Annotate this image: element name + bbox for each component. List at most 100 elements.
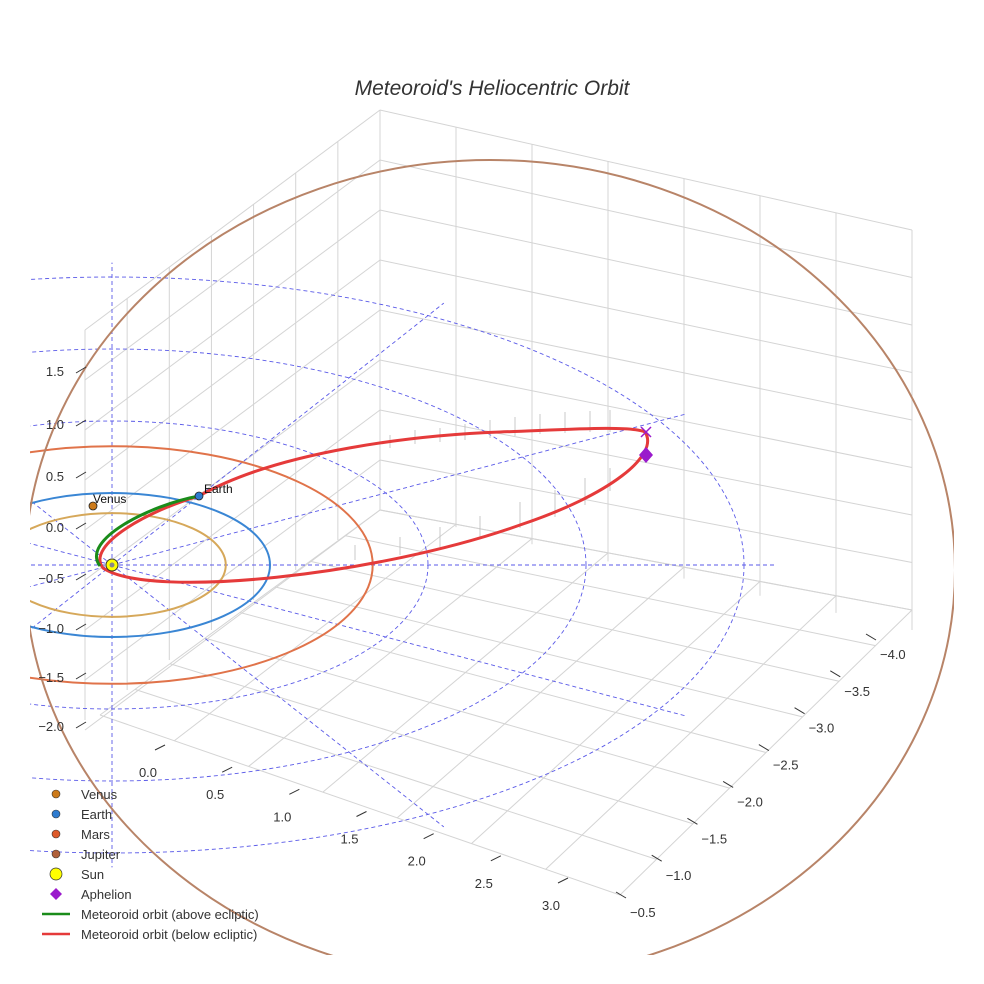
tick-mark xyxy=(615,891,627,899)
left-tick-label: −0.5 xyxy=(38,571,64,586)
legend-label: Meteoroid orbit (above ecliptic) xyxy=(81,907,259,922)
legend-swatch xyxy=(51,789,61,799)
grid-line xyxy=(99,714,621,896)
meteoroid-orbit-below xyxy=(98,426,650,584)
venus-marker xyxy=(88,501,98,511)
body-markers: Venus Earth xyxy=(88,426,653,572)
left-tick-label: −1.5 xyxy=(38,670,64,685)
planet-orbits xyxy=(30,159,954,955)
reference-radial xyxy=(111,564,445,828)
right-tick-label: −1.5 xyxy=(701,831,727,846)
legend-label: Earth xyxy=(81,807,112,822)
earth-orbit xyxy=(30,492,271,638)
front-tick-label: 2.5 xyxy=(475,876,493,891)
front-tick-label: 0.0 xyxy=(139,765,157,780)
legend-label: Aphelion xyxy=(81,887,132,902)
grid-line xyxy=(344,535,876,647)
grid-line xyxy=(274,586,803,718)
tick-mark xyxy=(154,744,166,751)
grid-line xyxy=(309,560,840,682)
legend: Venus Earth Mars Jupiter Sun Aphelion Meteoroi… xyxy=(42,787,259,942)
front-tick-label: 2.0 xyxy=(408,854,426,869)
tick-mark xyxy=(722,780,734,788)
legend-label: Meteoroid orbit (below ecliptic) xyxy=(81,927,257,942)
reference-radial xyxy=(111,413,687,566)
reference-radial xyxy=(30,564,113,588)
tick-mark xyxy=(221,766,233,773)
grid-line xyxy=(84,159,381,381)
legend-swatch xyxy=(51,829,61,839)
grid-line xyxy=(379,259,913,373)
earth-marker xyxy=(194,491,204,501)
tick-mark xyxy=(651,854,662,862)
front-tick-label: 1.0 xyxy=(273,809,291,824)
reference-grid xyxy=(30,262,776,868)
grid-line xyxy=(379,109,913,231)
right-tick-label: −0.5 xyxy=(630,905,656,920)
tick-mark xyxy=(490,855,502,862)
legend-swatch xyxy=(51,809,61,819)
tick-mark xyxy=(830,670,841,678)
meteoroid-orbit-above xyxy=(95,494,200,567)
right-tick-label: −2.0 xyxy=(737,794,763,809)
tick-mark xyxy=(75,419,87,427)
grid-line xyxy=(84,259,381,481)
tick-mark xyxy=(75,672,87,680)
grid-line xyxy=(379,309,913,421)
venus-orbit xyxy=(30,512,227,618)
left-tick-label: 0.0 xyxy=(46,520,64,535)
front-axis-ticks: 0.0 0.5 1.0 1.5 2.0 2.5 3.0 xyxy=(139,744,569,913)
grid-line xyxy=(84,109,381,331)
legend-swatch xyxy=(50,888,62,900)
front-tick-label: 0.5 xyxy=(206,787,224,802)
right-tick-label: −2.5 xyxy=(773,758,799,773)
tick-mark xyxy=(758,744,770,752)
grid-line xyxy=(84,509,381,731)
tick-mark xyxy=(75,522,87,530)
grid-line xyxy=(84,359,381,581)
legend-swatch xyxy=(49,867,63,881)
sun-core xyxy=(109,562,115,568)
earth-label: Earth xyxy=(204,482,233,496)
legend-label: Jupiter xyxy=(81,847,121,862)
reference-radial xyxy=(111,302,445,566)
grid-line xyxy=(379,459,913,563)
tick-mark xyxy=(356,811,367,817)
grid-line xyxy=(379,209,913,326)
grid-line xyxy=(204,637,730,789)
tick-mark xyxy=(794,707,805,715)
grid-line xyxy=(84,309,381,531)
tick-mark xyxy=(687,817,698,825)
right-tick-label: −3.0 xyxy=(809,721,835,736)
tick-mark xyxy=(423,833,434,840)
grid-line xyxy=(84,409,381,631)
meteoroid-orbit xyxy=(95,426,650,584)
grid-line xyxy=(379,509,913,611)
tick-mark xyxy=(865,633,877,641)
right-tick-label: −1.0 xyxy=(666,868,692,883)
chart-title: Meteoroid's Heliocentric Orbit xyxy=(355,77,631,100)
legend-label: Mars xyxy=(81,827,110,842)
grid-line xyxy=(84,459,381,681)
tick-mark xyxy=(75,471,87,479)
left-tick-label: −2.0 xyxy=(38,719,64,734)
legend-label: Sun xyxy=(81,867,104,882)
tick-mark xyxy=(557,877,569,884)
jupiter-orbit xyxy=(30,159,954,955)
left-tick-label: 1.0 xyxy=(46,417,64,432)
mars-orbit xyxy=(30,445,374,685)
legend-swatch xyxy=(51,849,61,859)
aphelion-marker xyxy=(639,447,653,463)
right-tick-label: −3.5 xyxy=(844,684,870,699)
grid-line xyxy=(134,688,657,860)
tick-mark xyxy=(75,573,87,581)
left-axis-ticks: 1.5 1.0 0.5 0.0 −0.5 −1.0 −1.5 −2.0 xyxy=(38,364,87,734)
reference-radial xyxy=(30,499,113,566)
reference-radial xyxy=(111,564,687,717)
aphelion-x-marker xyxy=(640,426,652,438)
tick-mark xyxy=(289,788,300,795)
grid-line xyxy=(379,159,913,278)
grid-line xyxy=(169,663,694,825)
reference-circle xyxy=(30,348,587,782)
